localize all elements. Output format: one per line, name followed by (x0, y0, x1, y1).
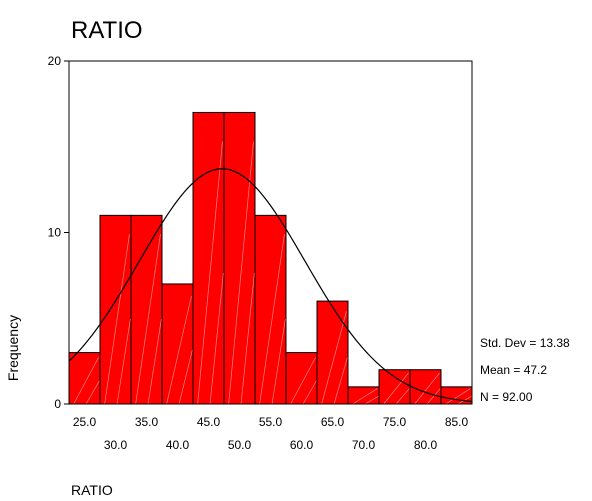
histogram-bar (285, 352, 318, 405)
stat-std-dev: Std. Dev = 13.38 (480, 336, 570, 350)
x-tick-label: 30.0 (104, 438, 128, 452)
bar-highlight (426, 388, 441, 405)
bar-highlight (104, 234, 130, 405)
bar-highlight (209, 272, 224, 405)
x-tick-label: 25.0 (73, 415, 97, 429)
histogram-bar (223, 111, 256, 405)
x-tick-label: 45.0 (197, 415, 221, 429)
bar-highlight (73, 357, 99, 405)
y-tick-label: 0 (54, 397, 61, 411)
bar-highlight (414, 372, 440, 405)
bar-highlight (85, 380, 100, 405)
x-tick-label: 50.0 (228, 438, 252, 452)
x-tick-label: 65.0 (321, 415, 345, 429)
bar-highlight (290, 357, 316, 405)
x-tick-label: 70.0 (352, 438, 376, 452)
bar-highlight (395, 388, 410, 405)
x-tick-label: 40.0 (166, 438, 190, 452)
plot-area (68, 60, 473, 405)
histogram-bar (254, 214, 287, 405)
bar-highlight (197, 141, 223, 405)
histogram-bar (409, 369, 442, 405)
chart-title: RATIO (71, 17, 143, 44)
bar-highlight (135, 234, 161, 405)
bar-highlight (147, 319, 162, 405)
histogram-bar (130, 214, 163, 405)
x-tick-label: 35.0 (135, 415, 159, 429)
bar-highlight (240, 272, 255, 405)
histogram-bar (68, 352, 101, 405)
bar-highlight (364, 395, 379, 405)
y-tick-label: 20 (48, 54, 62, 68)
bar-highlight (178, 349, 193, 405)
bar-highlight (228, 141, 254, 405)
bar-highlight (333, 357, 348, 405)
x-tick-label: 60.0 (290, 438, 314, 452)
histogram-bar (347, 386, 380, 405)
bar-highlight (321, 311, 347, 405)
y-tick-label: 10 (48, 226, 62, 240)
x-tick-label: 80.0 (414, 438, 438, 452)
y-axis-label: Frequency (5, 315, 21, 381)
x-axis-label: RATIO (71, 482, 113, 498)
stat-mean: Mean = 47.2 (480, 363, 547, 377)
x-tick-label: 55.0 (259, 415, 283, 429)
stat-n: N = 92.00 (480, 390, 533, 404)
bar-highlight (116, 319, 131, 405)
bar-highlight (445, 388, 471, 405)
histogram-bar (378, 369, 411, 405)
histogram-bar (192, 111, 225, 405)
bar-highlight (302, 380, 317, 405)
bar-highlight (271, 319, 286, 405)
x-tick-label: 75.0 (383, 415, 407, 429)
histogram-bar (161, 283, 194, 405)
bar-highlight (259, 234, 285, 405)
normal-curve (68, 168, 473, 403)
histogram-bar (316, 300, 349, 405)
histogram-bar (99, 214, 132, 405)
bar-highlight (383, 372, 409, 405)
bar-highlight (352, 388, 378, 405)
bar-highlight (166, 295, 192, 405)
x-tick-label: 85.0 (445, 415, 469, 429)
